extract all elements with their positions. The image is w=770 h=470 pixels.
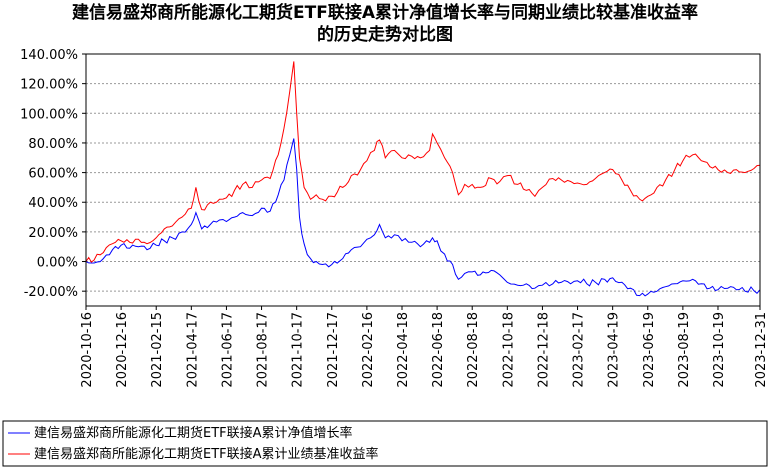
x-tick-label: 2021-12-17 xyxy=(326,312,341,388)
grid-lines xyxy=(86,53,760,292)
y-tick-label: 40.00% xyxy=(28,196,78,211)
y-tick-label: 80.00% xyxy=(28,137,78,152)
series-lines xyxy=(85,61,761,297)
series-line-benchmark xyxy=(85,61,761,263)
x-tick-label: 2022-10-18 xyxy=(501,312,516,388)
series-line-nav xyxy=(85,138,761,297)
y-tick-label: 20.00% xyxy=(28,226,78,241)
x-tick-label: 2023-04-19 xyxy=(607,312,622,388)
chart-title-line-2: 的历史走势对比图 xyxy=(317,24,453,45)
x-tick-label: 2021-06-17 xyxy=(220,312,235,388)
x-tick-label: 2020-12-16 xyxy=(115,312,130,388)
x-tick-label: 2021-04-17 xyxy=(185,312,200,388)
y-tick-label: 60.00% xyxy=(28,167,78,182)
y-tick-label: 100.00% xyxy=(20,107,78,122)
x-tick-label: 2022-08-18 xyxy=(466,312,481,388)
y-axis-ticks: -20.00% 0.00% 20.00% 40.00% 60.00% 80.00% 100.… xyxy=(20,48,86,300)
legend-box xyxy=(2,420,768,467)
x-tick-label: 2023-06-19 xyxy=(642,312,657,388)
x-tick-label: 2022-02-16 xyxy=(361,312,376,388)
legend-label-nav: 建信易盛郑商所能源化工期货ETF联接A累计净值增长率 xyxy=(34,425,353,441)
x-tick-label: 2023-10-19 xyxy=(712,312,727,388)
x-tick-label: 2021-10-17 xyxy=(291,312,306,388)
x-tick-label: 2022-04-18 xyxy=(396,312,411,388)
x-tick-label: 2023-08-19 xyxy=(677,312,692,388)
y-tick-label: -20.00% xyxy=(24,285,78,300)
x-axis-ticks: 2020-10-16 2020-12-16 2021-02-15 2021-04-17… xyxy=(80,306,769,388)
x-tick-label: 2023-12-31 xyxy=(754,312,769,388)
x-tick-label: 2022-12-18 xyxy=(536,312,551,388)
chart-title-line-1: 建信易盛郑商所能源化工期货ETF联接A累计净值增长率与同期业绩比较基准收益率 xyxy=(72,2,698,23)
x-tick-label: 2020-10-16 xyxy=(80,312,95,388)
x-tick-label: 2022-06-18 xyxy=(431,312,446,388)
y-tick-label: 140.00% xyxy=(20,48,78,63)
y-tick-label: 120.00% xyxy=(20,78,78,93)
x-tick-label: 2021-02-15 xyxy=(150,312,165,388)
x-tick-label: 2023-02-17 xyxy=(572,312,587,388)
legend: 建信易盛郑商所能源化工期货ETF联接A累计净值增长率 建信易盛郑商所能源化工期货… xyxy=(2,420,768,467)
y-tick-label: 0.00% xyxy=(37,256,78,271)
legend-label-benchmark: 建信易盛郑商所能源化工期货ETF联接A累计业绩基准收益率 xyxy=(34,446,379,462)
x-tick-label: 2021-08-17 xyxy=(256,312,271,388)
plot-frame xyxy=(85,53,761,307)
